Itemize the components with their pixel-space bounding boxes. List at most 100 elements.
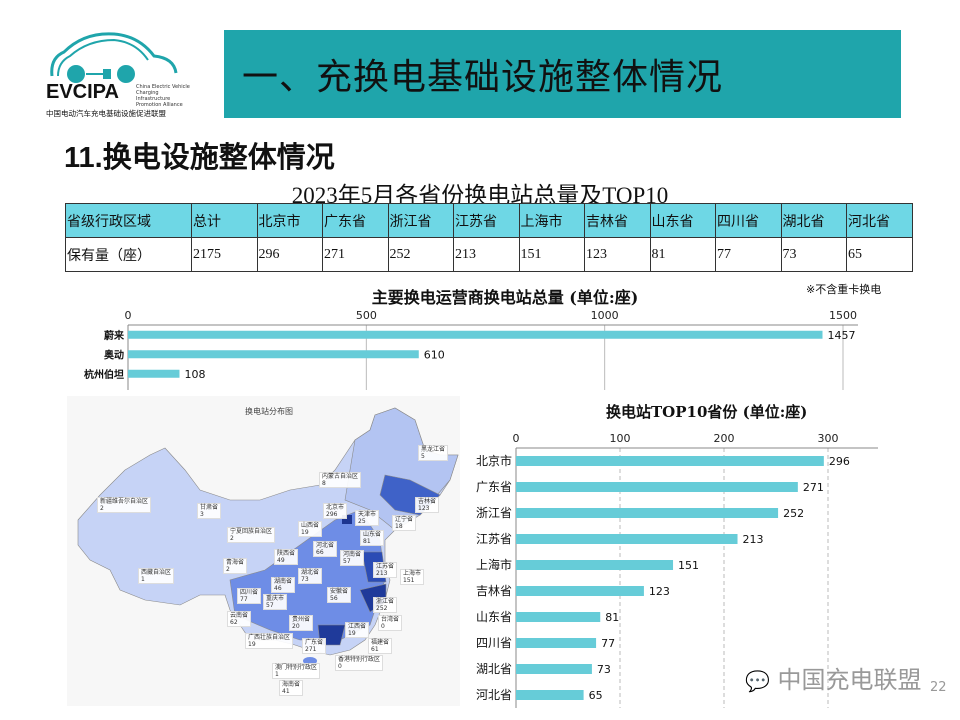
tick-label: 0: [125, 309, 132, 322]
map-label-value: 19: [248, 641, 256, 648]
map-label-name: 广东省: [305, 639, 324, 646]
logo-en-line: Charging Infrastructure: [136, 90, 171, 102]
map-label-value: 8: [322, 480, 326, 487]
table-cell: 213: [453, 237, 520, 272]
map-label-name: 黑龙江省: [421, 446, 446, 453]
map-label-value: 213: [376, 570, 388, 577]
table-header-cell: 上海市: [518, 203, 585, 238]
map-label-value: 5: [421, 453, 425, 460]
map-label-value: 49: [277, 557, 285, 564]
data-label: 73: [597, 663, 611, 676]
category-label: 奥动: [104, 348, 124, 361]
bar: [516, 456, 824, 466]
table-header-cell: 省级行政区域: [65, 203, 192, 238]
map-label-value: 2: [100, 505, 104, 512]
bar: [516, 534, 738, 544]
map-label-value: 3: [200, 511, 204, 518]
map-label: 河南省 57: [340, 550, 365, 566]
map-label-name: 天津市: [358, 511, 377, 518]
map-label-value: 41: [282, 688, 290, 695]
data-label: 296: [829, 455, 850, 468]
map-label-name: 甘肃省: [200, 504, 219, 511]
map-label: 贵州省 20: [289, 615, 314, 631]
data-label: 271: [803, 481, 824, 494]
map-label: 内蒙古自治区 8: [319, 472, 362, 488]
section-subtitle: 11.换电设施整体情况: [64, 142, 335, 174]
map-label-value: 2: [230, 535, 234, 542]
map-label-name: 江苏省: [376, 563, 395, 570]
wechat-icon: 💬: [745, 669, 770, 693]
evcipa-logo: EVCIPA China Electric Vehicle Charging I…: [44, 28, 194, 120]
map-label: 吉林省 123: [415, 497, 440, 513]
map-label-name: 香港特别行政区: [338, 656, 381, 663]
category-label: 上海市: [476, 557, 512, 572]
map-label-name: 贵州省: [292, 616, 311, 623]
table-cell: 151: [518, 237, 585, 272]
map-label: 辽宁省 18: [392, 515, 417, 531]
map-label: 安徽省 56: [327, 587, 352, 603]
map-label-value: 151: [403, 577, 415, 584]
map-label: 西藏自治区 1: [138, 568, 175, 584]
map-label-value: 20: [292, 623, 300, 630]
bar: [516, 664, 592, 674]
map-label: 河北省 66: [313, 541, 338, 557]
header-bar: 一、充换电基础设施整体情况: [224, 30, 901, 118]
map-label: 甘肃省 3: [197, 503, 222, 519]
category-label: 四川省: [476, 636, 512, 650]
top10-provinces-bar-chart: 0 100 200 300 北京市 296 广东省 271 浙江省 252 江苏省 213 上海市 151…: [476, 432, 878, 708]
bar: [516, 638, 597, 648]
map-label: 台湾省 0: [378, 615, 403, 631]
map-label-name: 安徽省: [330, 588, 349, 595]
map-label-name: 河南省: [343, 551, 362, 558]
logo-en-line: Promotion Alliance: [136, 102, 183, 108]
table-cell: 保有量（座）: [65, 237, 192, 272]
map-label: 山东省 81: [360, 530, 385, 546]
logo-name: EVCIPA: [46, 81, 119, 103]
bar: [516, 560, 674, 570]
map-label-name: 青海省: [226, 559, 245, 566]
table-header-cell: 湖北省: [780, 203, 847, 238]
category-label: 浙江省: [476, 506, 512, 520]
map-label-name: 四川省: [240, 589, 259, 596]
map-label-value: 66: [316, 549, 324, 556]
category-label: 北京市: [476, 453, 512, 468]
map-label-name: 广西壮族自治区: [248, 634, 291, 641]
data-label: 252: [783, 507, 804, 520]
map-label-name: 陕西省: [277, 550, 296, 557]
category-label: 广东省: [476, 480, 512, 494]
bar: [516, 586, 644, 596]
map-label-value: 1: [275, 671, 279, 678]
map-label-name: 西藏自治区: [141, 569, 172, 576]
logo-cn-name: 中国电动汽车充电基础设施促进联盟: [46, 109, 166, 118]
map-label: 宁夏回族自治区 2: [227, 527, 276, 543]
map-label: 广东省 271: [302, 638, 327, 654]
map-label: 新疆维吾尔自治区 2: [97, 497, 152, 513]
map-label: 黑龙江省 5: [418, 445, 449, 461]
map-label-value: 25: [358, 518, 366, 525]
map-label-name: 山东省: [363, 531, 382, 538]
map-label-value: 19: [348, 630, 356, 637]
map-label-name: 辽宁省: [395, 516, 414, 523]
station-distribution-map: 换电站分布图 黑龙江省 5 内蒙古自治区 8 新疆维吾尔自治区 2 甘肃省 3 北京市 296 吉林…: [67, 396, 460, 706]
data-label: 610: [424, 348, 445, 361]
tick-label: 1000: [591, 309, 619, 322]
data-label: 151: [678, 559, 699, 572]
map-label-name: 浙江省: [376, 598, 395, 605]
data-label: 81: [605, 611, 619, 624]
tick-label: 300: [818, 432, 839, 445]
page-number: 22: [930, 680, 947, 695]
bar: [516, 508, 779, 518]
tick-label: 0: [513, 432, 520, 445]
table-row: 保有量（座） 2175 296 271 252 213 151 123 81 77 73 65: [65, 237, 913, 272]
category-label: 山东省: [476, 610, 512, 624]
table-cell: 73: [780, 237, 847, 272]
bar: [128, 350, 419, 359]
table-header-cell: 总计: [191, 203, 258, 238]
map-label-value: 81: [363, 538, 371, 545]
map-label: 广西壮族自治区 19: [245, 633, 294, 649]
province-table: 省级行政区域 总计 北京市 广东省 浙江省 江苏省 上海市 吉林省 山东省 四川省 湖北省 河北省 保…: [65, 203, 913, 272]
bar: [128, 330, 823, 339]
category-label: 河北省: [476, 688, 512, 702]
table-header-cell: 山东省: [649, 203, 716, 238]
map-label: 北京市 296: [323, 503, 348, 519]
